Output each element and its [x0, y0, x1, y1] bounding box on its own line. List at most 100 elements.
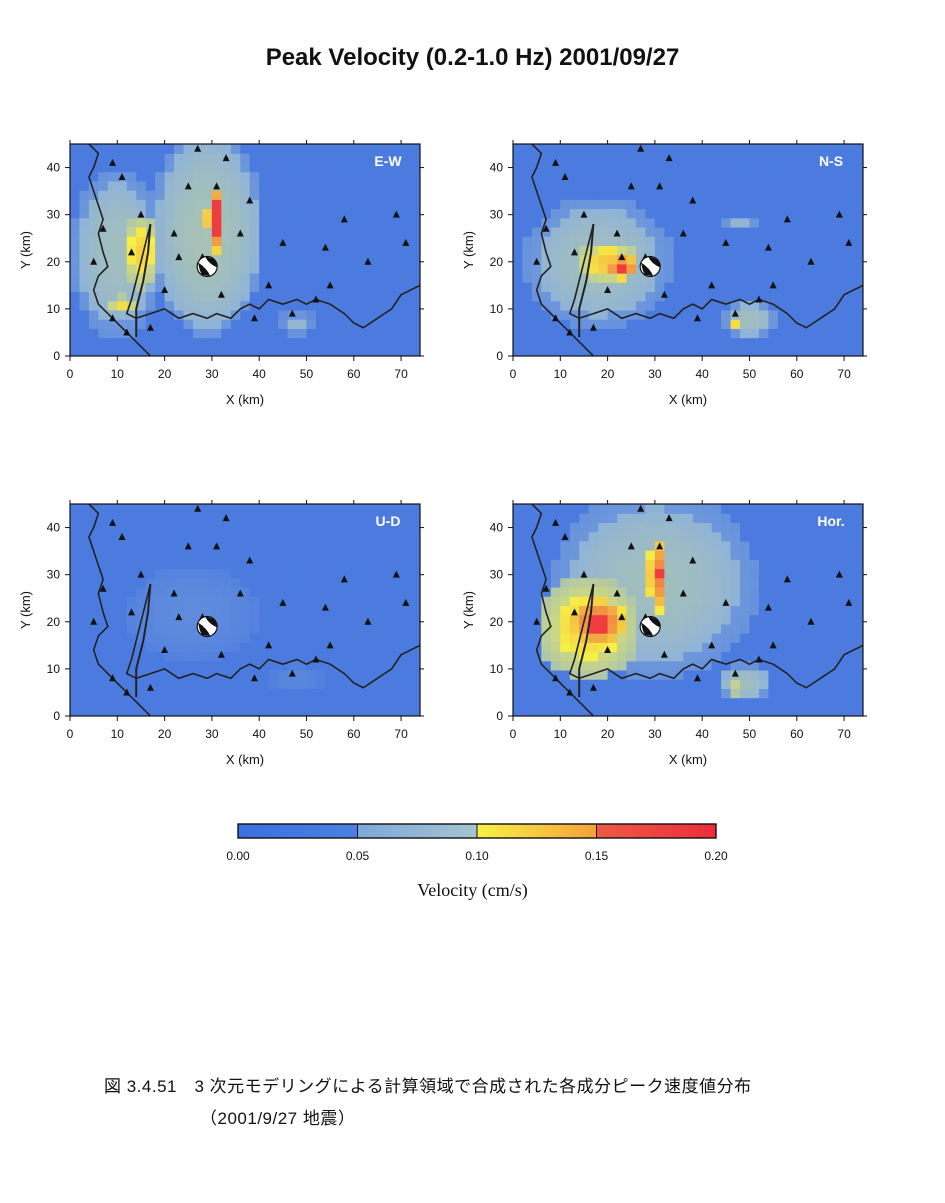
velocity-cell [579, 513, 590, 524]
velocity-cell [787, 300, 798, 311]
velocity-cell [391, 273, 402, 283]
station-marker [222, 154, 230, 162]
velocity-cell [825, 263, 836, 274]
velocity-cell [711, 346, 722, 356]
velocity-cell [569, 633, 580, 643]
x-tick-label: 50 [300, 367, 314, 381]
velocity-cell [382, 346, 393, 356]
velocity-cell [126, 688, 137, 699]
station-marker [708, 641, 716, 649]
velocity-cell [202, 190, 213, 200]
velocity-cell [531, 236, 542, 246]
velocity-cell [825, 633, 836, 643]
velocity-cell [513, 568, 524, 579]
velocity-cell [796, 586, 807, 597]
velocity-cell [853, 540, 863, 551]
velocity-cell [221, 309, 232, 320]
velocity-cell [654, 679, 665, 689]
velocity-cell [607, 153, 618, 164]
velocity-cell [645, 697, 656, 708]
velocity-cell [344, 162, 355, 173]
velocity-cell [853, 236, 863, 246]
velocity-cell [372, 309, 383, 320]
velocity-cell [541, 309, 552, 320]
velocity-cell [796, 171, 807, 182]
velocity-cell [740, 199, 751, 210]
velocity-cell [740, 540, 751, 551]
x-tick-label: 10 [554, 727, 568, 741]
velocity-cell [768, 669, 779, 680]
velocity-cell [211, 236, 222, 246]
velocity-cell [692, 208, 703, 219]
velocity-cell [550, 300, 561, 311]
velocity-cell [777, 706, 788, 716]
velocity-cell [522, 300, 533, 311]
velocity-cell [98, 162, 109, 173]
station-marker [755, 655, 763, 663]
velocity-cell [806, 226, 817, 237]
velocity-cell [513, 531, 524, 542]
velocity-cell [287, 623, 298, 634]
velocity-cell [211, 254, 222, 265]
velocity-cell [79, 190, 90, 200]
velocity-cell [315, 144, 327, 154]
velocity-cell [626, 577, 637, 588]
velocity-cell [155, 522, 166, 533]
velocity-cell [259, 199, 270, 210]
velocity-cell [382, 697, 393, 708]
velocity-cell [844, 531, 855, 542]
velocity-cell [287, 550, 298, 560]
velocity-cell [598, 660, 609, 671]
station-marker [764, 243, 772, 251]
velocity-cell [155, 540, 166, 551]
velocity-cell [834, 642, 845, 653]
velocity-cell [645, 217, 656, 228]
velocity-cell [654, 614, 665, 625]
velocity-cell [853, 669, 863, 680]
velocity-cell [569, 254, 580, 265]
velocity-cell [401, 504, 412, 514]
velocity-cell [278, 162, 289, 173]
velocity-cell [560, 642, 571, 653]
velocity-cell [815, 531, 826, 542]
velocity-cell [230, 291, 241, 302]
velocity-cell [70, 586, 81, 597]
velocity-cell [692, 291, 703, 302]
velocity-cell [787, 559, 798, 570]
velocity-cell [541, 586, 552, 597]
velocity-cell [702, 623, 713, 634]
velocity-cell [664, 190, 675, 200]
velocity-cell [758, 254, 770, 265]
velocity-cell [513, 337, 524, 348]
velocity-cell [325, 144, 336, 154]
velocity-cell [560, 550, 571, 560]
velocity-cell [560, 180, 571, 191]
velocity-cell [211, 568, 222, 579]
velocity-cell [617, 263, 628, 274]
velocity-cell [758, 153, 770, 164]
velocity-cell [126, 328, 137, 339]
velocity-cell [579, 309, 590, 320]
velocity-cell [645, 568, 656, 579]
velocity-cell [70, 273, 81, 283]
velocity-cell [145, 679, 156, 689]
velocity-cell [287, 596, 298, 606]
velocity-cell [401, 688, 412, 699]
velocity-cell [353, 642, 364, 653]
velocity-cell [664, 273, 675, 283]
velocity-cell [635, 171, 647, 182]
velocity-cell [579, 346, 590, 356]
velocity-cell [126, 309, 137, 320]
velocity-cell [740, 660, 751, 671]
velocity-cell [635, 568, 647, 579]
velocity-cell [315, 171, 327, 182]
velocity-cell [626, 337, 637, 348]
velocity-cell [126, 504, 137, 514]
velocity-cell [287, 651, 298, 662]
panel-label: U-D [376, 513, 401, 529]
velocity-cell [363, 531, 374, 542]
velocity-cell [334, 633, 345, 643]
velocity-cell [117, 651, 128, 662]
velocity-cell [796, 226, 807, 237]
velocity-cell [740, 236, 751, 246]
